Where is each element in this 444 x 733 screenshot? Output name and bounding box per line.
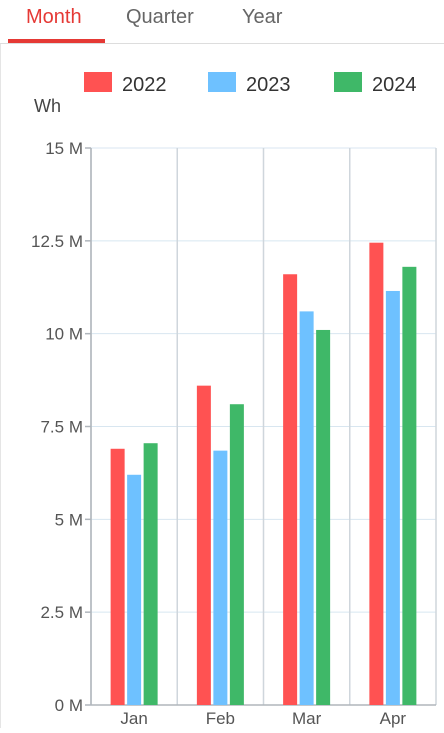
- bar-2024-apr: [402, 266, 417, 705]
- x-axis-ticks: Jan Feb Mar Apr: [120, 709, 406, 728]
- bar-2024-feb: [229, 404, 244, 705]
- tab-month[interactable]: Month: [26, 6, 82, 28]
- chart-svg: 2022 2023 2024 Wh 0 M 2.5 M 5 M 7.5 M 10 M 12.5…: [31, 72, 437, 728]
- tab-quarter[interactable]: Quarter: [126, 6, 194, 28]
- y-axis-label: Wh: [34, 96, 61, 116]
- legend-label-2023: 2023: [246, 74, 291, 96]
- bar-2022-feb: [196, 385, 211, 705]
- x-tick-label-feb: Feb: [206, 709, 235, 728]
- y-tick-label: 7.5 M: [40, 418, 83, 437]
- y-tick-label: 15 M: [45, 139, 83, 158]
- y-tick-label: 5 M: [55, 510, 83, 529]
- bar-2022-mar: [283, 274, 298, 705]
- legend-swatch-2024: [334, 72, 362, 92]
- active-tab-indicator: [8, 39, 105, 43]
- tabs-divider: [0, 43, 444, 44]
- chart-legend: 2022 2023 2024: [84, 72, 417, 96]
- bar-2024-mar: [316, 329, 331, 705]
- energy-bar-chart: 2022 2023 2024 Wh 0 M 2.5 M 5 M 7.5 M 10 M 12.5…: [0, 44, 444, 728]
- legend-swatch-2023: [208, 72, 236, 92]
- bar-2022-jan: [110, 448, 125, 705]
- x-tick-label-jan: Jan: [120, 709, 147, 728]
- y-tick-label: 0 M: [55, 696, 83, 715]
- legend-label-2024: 2024: [372, 74, 417, 96]
- y-tick-label: 10 M: [45, 325, 83, 344]
- bar-2023-jan: [127, 474, 142, 705]
- bar-2023-apr: [385, 290, 400, 705]
- x-tick-label-mar: Mar: [292, 709, 322, 728]
- y-tick-label: 12.5 M: [31, 232, 83, 251]
- bar-2023-mar: [299, 311, 314, 705]
- period-tabs: Month Quarter Year: [0, 0, 444, 46]
- legend-swatch-2022: [84, 72, 112, 92]
- x-tick-label-apr: Apr: [380, 709, 407, 728]
- chart-bars: [110, 242, 417, 705]
- y-axis-ticks: 0 M 2.5 M 5 M 7.5 M 10 M 12.5 M 15 M: [31, 139, 91, 715]
- bar-2023-feb: [213, 450, 228, 705]
- legend-label-2022: 2022: [122, 74, 167, 96]
- y-tick-label: 2.5 M: [40, 603, 83, 622]
- bar-2022-apr: [369, 242, 384, 705]
- chart-grid: [90, 147, 437, 706]
- left-border: [0, 44, 1, 728]
- tab-year[interactable]: Year: [242, 6, 283, 28]
- bar-2024-jan: [143, 443, 158, 705]
